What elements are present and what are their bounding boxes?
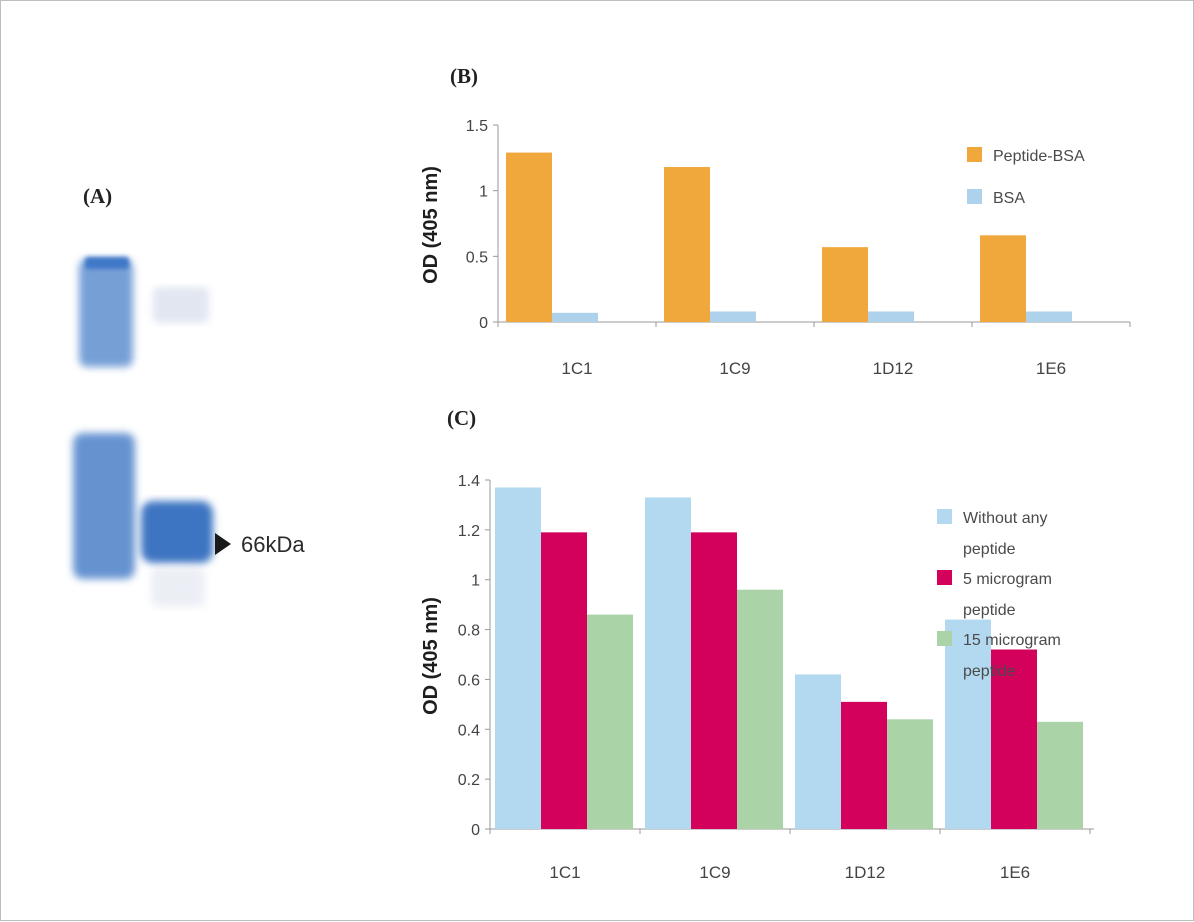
bar-1e6-series-2 xyxy=(1026,311,1072,322)
x-category-label: 1C1 xyxy=(549,863,580,882)
legend-swatch xyxy=(937,570,952,585)
gel-lane1-top-edge xyxy=(85,257,129,269)
chart-b-bars xyxy=(506,152,1072,322)
y-tick-label: 1.4 xyxy=(458,473,480,490)
y-tick-label: 0.4 xyxy=(458,722,480,739)
legend-label: Without any xyxy=(963,510,1047,527)
x-category-label: 1C9 xyxy=(719,359,750,378)
bar-1e6-series-1 xyxy=(945,619,991,829)
bar-1c1-series-2 xyxy=(541,532,587,829)
y-tick-label: 0 xyxy=(471,822,480,839)
gel-lane1-lower-band xyxy=(73,433,135,579)
bar-1c1-series-2 xyxy=(552,312,598,322)
y-tick-label: 1.5 xyxy=(466,118,488,135)
gel-lane1-upper-band xyxy=(79,259,133,367)
gel-panel: (A) 66kDa xyxy=(73,184,305,607)
x-category-label: 1E6 xyxy=(1000,863,1030,882)
chart-c-legend: Without any peptide 5 microgram peptide 15 m… xyxy=(937,509,1061,680)
legend-label: 15 microgram xyxy=(963,632,1061,649)
chart-b-y-axis-title: OD (405 nm) xyxy=(420,166,442,284)
y-tick-label: 1 xyxy=(471,573,480,590)
chart-b-categories: 1C1 1C9 1D12 1E6 xyxy=(561,359,1066,378)
bar-1c9-series-2 xyxy=(691,532,737,829)
bar-1d12-series-2 xyxy=(841,701,887,829)
gel-lane2-main-band xyxy=(141,501,213,563)
x-category-label: 1C9 xyxy=(699,863,730,882)
chart-b-legend: Peptide-BSA BSA xyxy=(967,147,1085,207)
legend-swatch xyxy=(937,509,952,524)
y-tick-label: 0.5 xyxy=(466,249,488,266)
legend-label: peptide xyxy=(963,602,1016,619)
legend-label: BSA xyxy=(993,190,1025,207)
y-tick-label: 0 xyxy=(479,315,488,332)
bar-1d12-series-1 xyxy=(795,674,841,829)
y-tick-label: 0.8 xyxy=(458,623,480,640)
gel-lane2-lower-smear xyxy=(151,567,205,607)
x-category-label: 1C1 xyxy=(561,359,592,378)
bar-1e6-series-1 xyxy=(980,235,1026,322)
legend-swatch xyxy=(967,147,982,162)
legend-label: peptide xyxy=(963,541,1016,558)
panel-c-label: (C) xyxy=(447,406,476,430)
marker-arrow-icon xyxy=(215,533,231,555)
bar-1c9-series-2 xyxy=(710,311,756,322)
bar-1c1-series-3 xyxy=(587,614,633,829)
bar-1c9-series-1 xyxy=(645,497,691,829)
y-tick-label: 1 xyxy=(479,184,488,201)
chart-c: (C) 0 0.2 0.4 0.6 0.8 1 1.2 1.4 1C1 1C9 1D12 1E6 W… xyxy=(420,406,1094,882)
legend-swatch xyxy=(967,189,982,204)
chart-b-ticks: 0 0.5 1 1.5 xyxy=(466,118,1131,332)
legend-label: 5 microgram xyxy=(963,571,1052,588)
panel-b-label: (B) xyxy=(450,64,478,88)
panel-a-label: (A) xyxy=(83,184,112,208)
bar-1c1-series-1 xyxy=(506,152,552,322)
legend-label: Peptide-BSA xyxy=(993,148,1085,165)
marker-66kda-label: 66kDa xyxy=(241,532,305,557)
gel-image xyxy=(73,257,213,607)
chart-c-categories: 1C1 1C9 1D12 1E6 xyxy=(549,863,1030,882)
y-tick-label: 0.6 xyxy=(458,672,480,689)
bar-1c1-series-1 xyxy=(495,487,541,829)
chart-c-bars xyxy=(495,487,1083,829)
legend-swatch xyxy=(937,631,952,646)
chart-b: (B) 0 0.5 1 1.5 1C1 1C9 1D12 1E6 Peptide-BSA BS… xyxy=(420,64,1131,378)
chart-c-y-axis-title: OD (405 nm) xyxy=(420,597,442,715)
bar-1d12-series-3 xyxy=(887,719,933,829)
gel-lane2-faint-band xyxy=(153,287,209,323)
bar-1c9-series-3 xyxy=(737,589,783,829)
bar-1e6-series-3 xyxy=(1037,721,1083,829)
bar-1d12-series-1 xyxy=(822,247,868,322)
bar-1d12-series-2 xyxy=(868,311,914,322)
y-tick-label: 0.2 xyxy=(458,772,480,789)
bar-1e6-series-2 xyxy=(991,649,1037,829)
x-category-label: 1D12 xyxy=(845,863,886,882)
x-category-label: 1D12 xyxy=(873,359,914,378)
legend-label: peptide xyxy=(963,663,1016,680)
y-tick-label: 1.2 xyxy=(458,523,480,540)
chart-c-ticks: 0 0.2 0.4 0.6 0.8 1 1.2 1.4 xyxy=(458,473,1091,839)
bar-1c9-series-1 xyxy=(664,167,710,322)
x-category-label: 1E6 xyxy=(1036,359,1066,378)
